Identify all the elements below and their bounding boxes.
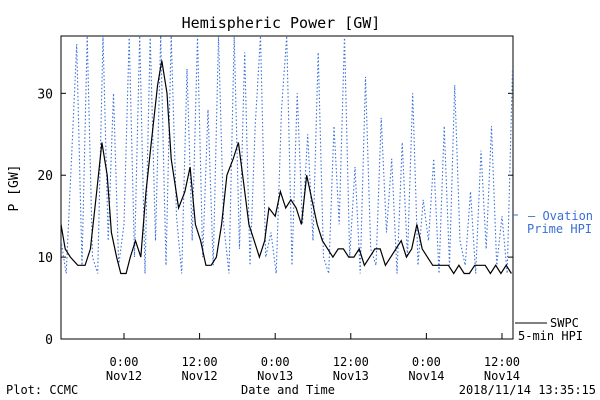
x-tick-label-date: Nov14: [484, 369, 520, 383]
legend-swpc-line1: SWPC: [550, 316, 579, 330]
x-tick-label-date: Nov13: [257, 369, 293, 383]
series-swpc-hpi-line: [61, 60, 512, 275]
series-layer: [61, 36, 513, 275]
x-tick-label-date: Nov12: [182, 369, 218, 383]
x-axis-label: Date and Time: [241, 383, 335, 397]
x-tick-label-time: 0:00: [110, 355, 139, 369]
y-axis-label: P [GW]: [7, 165, 22, 212]
legend: — Ovation Prime HPI SWPC 5-min HPI: [513, 209, 593, 343]
footer-timestamp: 2018/11/14 13:35:15: [459, 383, 596, 397]
y-tick-label: 0: [45, 333, 53, 348]
legend-ovation-line1: — Ovation: [528, 209, 593, 223]
series-ovation-prime-line: [61, 36, 513, 274]
x-tick-label-date: Nov12: [106, 369, 142, 383]
legend-ovation-line2: Prime HPI: [527, 222, 592, 236]
legend-swpc-line2: 5-min HPI: [518, 329, 583, 343]
x-tick-label-time: 12:00: [484, 355, 520, 369]
x-tick-label-time: 0:00: [412, 355, 441, 369]
x-tick-label-time: 12:00: [333, 355, 369, 369]
x-tick-label-date: Nov14: [408, 369, 444, 383]
x-tick-label-date: Nov13: [333, 369, 369, 383]
x-tick-label-time: 0:00: [261, 355, 290, 369]
footer-plot-credit: Plot: CCMC: [6, 383, 78, 397]
y-tick-label: 30: [37, 87, 53, 102]
y-axis: 0 10 20 30: [37, 87, 513, 348]
y-tick-label: 10: [37, 251, 53, 266]
chart-title: Hemispheric Power [GW]: [182, 14, 381, 32]
x-axis: 0:00Nov1212:00Nov120:00Nov1312:00Nov130:…: [106, 333, 520, 383]
y-tick-label: 20: [37, 169, 53, 184]
x-tick-label-time: 12:00: [182, 355, 218, 369]
plot-area-frame: [60, 35, 514, 340]
